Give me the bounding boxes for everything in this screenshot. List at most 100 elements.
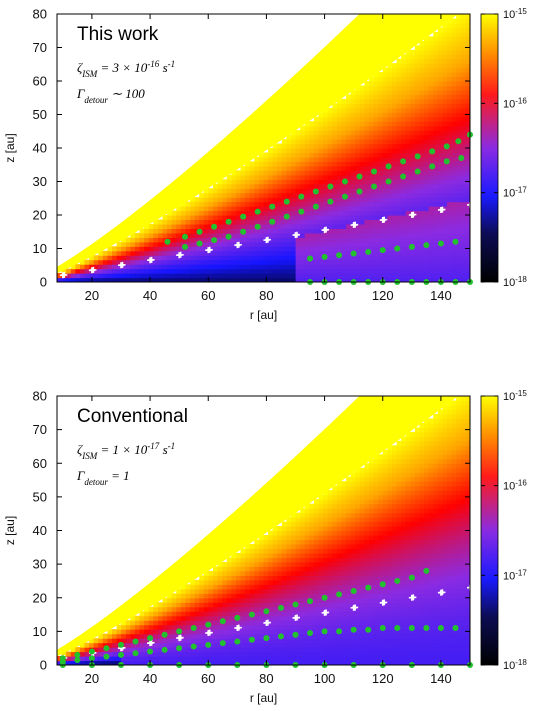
colorbar-tick-label: 10-15 xyxy=(503,389,527,404)
data-point xyxy=(277,633,284,640)
panel-title: This work xyxy=(77,24,159,45)
data-point xyxy=(429,163,436,170)
data-point xyxy=(336,591,343,598)
cross-marker xyxy=(148,639,155,646)
empty-region xyxy=(57,396,360,650)
cross-marker xyxy=(206,246,213,253)
data-point xyxy=(147,648,154,655)
x-tick-label: 80 xyxy=(259,288,273,303)
cross-marker xyxy=(293,614,300,621)
cross-marker xyxy=(61,271,68,278)
data-point xyxy=(181,233,188,240)
cross-marker xyxy=(119,261,126,268)
cross-marker xyxy=(148,256,155,263)
data-point xyxy=(225,233,232,240)
data-point xyxy=(292,631,299,638)
data-point xyxy=(234,638,241,645)
data-point xyxy=(117,651,124,658)
data-point xyxy=(263,635,270,642)
y-tick-label: 40 xyxy=(33,523,47,538)
x-tick-label: 140 xyxy=(430,671,452,686)
data-point xyxy=(181,243,188,250)
cross-marker xyxy=(439,589,446,596)
y-tick-label: 60 xyxy=(33,456,47,471)
x-tick-label: 100 xyxy=(314,671,336,686)
data-point xyxy=(74,651,81,658)
panel-annotation: ζISM = 3 × 10-16 s-1 xyxy=(77,59,175,79)
data-point xyxy=(277,604,284,611)
cross-marker xyxy=(352,604,359,611)
data-point xyxy=(254,208,261,215)
data-point xyxy=(312,203,319,210)
y-tick-label: 0 xyxy=(40,275,47,290)
x-tick-label: 140 xyxy=(430,288,452,303)
data-point xyxy=(292,601,299,608)
data-point xyxy=(307,630,314,637)
data-point xyxy=(164,238,171,245)
cross-marker xyxy=(410,211,417,218)
colorbar-tick-label: 10-18 xyxy=(503,275,527,290)
colorbar xyxy=(480,395,499,666)
data-point xyxy=(365,626,372,633)
data-point xyxy=(74,656,81,663)
series-3 xyxy=(181,155,465,250)
data-point xyxy=(307,598,314,605)
colorbar-tick-label: 10-17 xyxy=(503,568,527,583)
panel-annotation: Γdetour ∼ 100 xyxy=(76,86,145,105)
x-tick-label: 60 xyxy=(201,288,215,303)
x-tick-label: 80 xyxy=(259,671,273,686)
data-point xyxy=(196,228,203,235)
data-point xyxy=(365,248,372,255)
data-point xyxy=(161,646,168,653)
y-tick-label: 80 xyxy=(33,7,47,22)
data-point xyxy=(379,625,386,632)
y-tick-label: 10 xyxy=(33,624,47,639)
data-point xyxy=(341,178,348,185)
y-tick-label: 70 xyxy=(33,40,47,55)
data-point xyxy=(298,193,305,200)
data-point xyxy=(371,183,378,190)
data-point xyxy=(437,625,444,632)
data-point xyxy=(327,183,334,190)
data-point xyxy=(147,635,154,642)
y-tick-label: 40 xyxy=(33,141,47,156)
data-point xyxy=(161,631,168,638)
series-4 xyxy=(307,238,459,262)
data-point xyxy=(219,640,226,647)
data-point xyxy=(176,628,183,635)
x-tick-label: 100 xyxy=(314,288,336,303)
ionization-rate-field xyxy=(57,14,470,282)
y-tick-label: 30 xyxy=(33,174,47,189)
data-point xyxy=(414,153,421,160)
data-point xyxy=(269,218,276,225)
data-point xyxy=(452,625,459,632)
x-axis-label: r [au] xyxy=(250,308,277,322)
data-point xyxy=(458,155,465,162)
cross-marker xyxy=(410,594,417,601)
data-point xyxy=(240,228,247,235)
data-point xyxy=(327,198,334,205)
data-point xyxy=(400,173,407,180)
data-point xyxy=(385,163,392,170)
data-point xyxy=(437,240,444,247)
data-point xyxy=(356,173,363,180)
data-point xyxy=(190,625,197,632)
data-point xyxy=(408,574,415,581)
data-point xyxy=(455,138,462,145)
series-3 xyxy=(59,625,459,665)
data-point xyxy=(350,588,357,595)
y-tick-label: 30 xyxy=(33,557,47,572)
data-point xyxy=(225,218,232,225)
cross-marker xyxy=(439,206,446,213)
data-point xyxy=(283,213,290,220)
data-point xyxy=(254,223,261,230)
data-point xyxy=(88,648,95,655)
data-point xyxy=(452,238,459,245)
x-tick-label: 60 xyxy=(201,671,215,686)
data-point xyxy=(336,252,343,259)
x-tick-label: 40 xyxy=(143,671,157,686)
colorbar xyxy=(480,13,499,283)
data-point xyxy=(429,148,436,155)
cross-marker xyxy=(206,629,213,636)
